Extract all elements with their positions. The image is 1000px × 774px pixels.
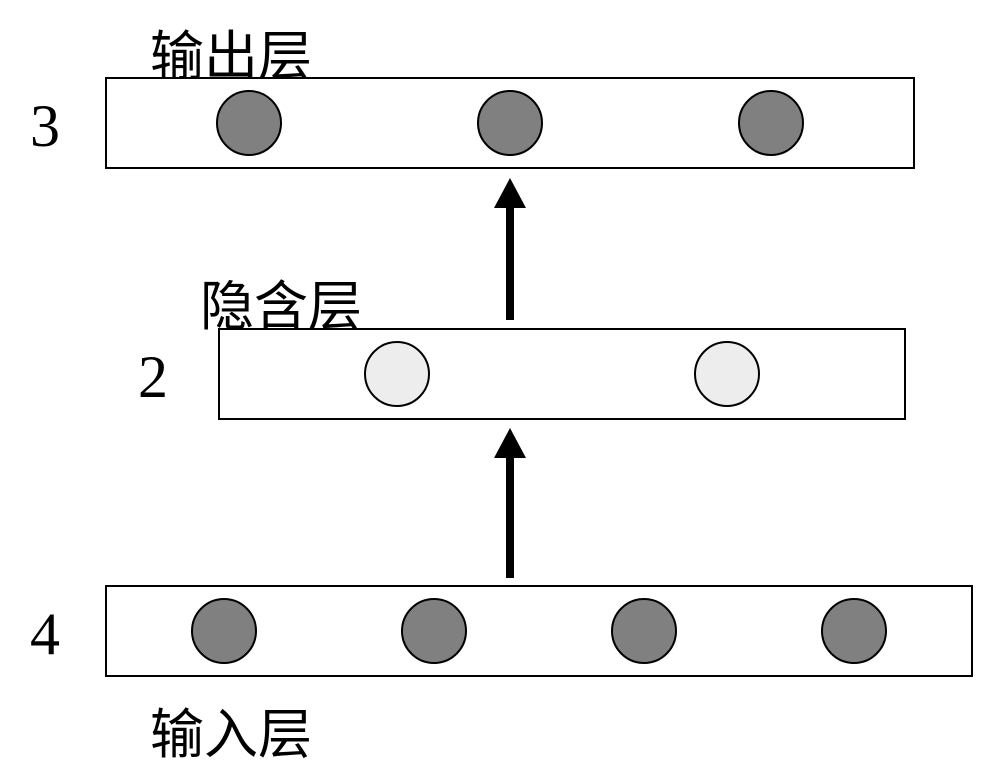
arrow-hidden-to-output — [494, 178, 526, 320]
hidden-node — [364, 341, 430, 407]
output-node — [738, 90, 804, 156]
input-node — [191, 598, 257, 664]
arrow-shaft — [506, 458, 514, 578]
diagram-stage: 输出层 3 隐含层 2 4 输入层 — [0, 0, 1000, 774]
arrow-head — [494, 428, 526, 458]
input-node — [611, 598, 677, 664]
output-layer-number: 3 — [30, 92, 60, 161]
output-node — [477, 90, 543, 156]
output-node — [216, 90, 282, 156]
arrow-shaft — [506, 208, 514, 320]
hidden-layer-number: 2 — [138, 343, 168, 412]
input-layer-box — [105, 585, 973, 677]
input-node — [401, 598, 467, 664]
input-layer-title: 输入层 — [150, 690, 312, 769]
hidden-layer-box — [218, 328, 906, 420]
arrow-head — [494, 178, 526, 208]
arrow-input-to-hidden — [494, 428, 526, 578]
input-layer-number: 4 — [30, 600, 60, 669]
hidden-node — [694, 341, 760, 407]
output-layer-box — [105, 77, 915, 169]
input-node — [821, 598, 887, 664]
